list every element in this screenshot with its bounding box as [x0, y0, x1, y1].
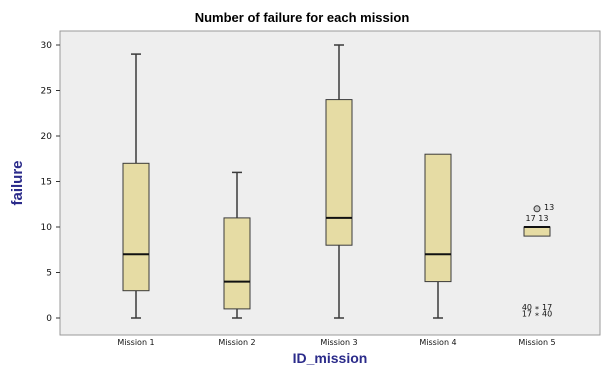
- iqr-box: [122, 162, 150, 292]
- y-tick-label-0: 0: [46, 314, 52, 324]
- outlier-label: 13: [544, 203, 554, 212]
- box-3: Mission 3: [320, 44, 358, 347]
- box-4: Mission 4: [419, 153, 457, 347]
- x-tick-label: Mission 4: [419, 338, 456, 347]
- x-tick-label: Mission 3: [320, 338, 357, 347]
- x-tick-label: Mission 2: [218, 338, 255, 347]
- y-tick-label-15: 15: [41, 178, 52, 188]
- x-tick-label: Mission 1: [117, 338, 154, 347]
- outlier-star: *: [535, 311, 539, 320]
- outlier-label: 17: [522, 309, 532, 318]
- y-axis: 0 5 10 15 20 25 30: [41, 41, 60, 324]
- chart-title: Number of failure for each mission: [195, 10, 410, 25]
- iqr-box: [325, 99, 353, 246]
- box-1: Mission 1: [117, 53, 155, 347]
- iqr-box: [424, 153, 452, 283]
- y-tick-label-25: 25: [41, 87, 52, 97]
- y-tick-label-20: 20: [41, 132, 53, 142]
- iqr-box: [523, 226, 551, 237]
- outlier-label: 17: [542, 303, 552, 312]
- outlier-annotation: 17 13: [526, 214, 549, 223]
- outlier-circle: [533, 205, 541, 213]
- iqr-box: [223, 217, 251, 310]
- y-axis-title: failure: [9, 160, 26, 205]
- x-tick-label: Mission 5: [518, 338, 555, 347]
- y-tick-label-5: 5: [46, 269, 52, 279]
- outlier-label: 40: [522, 303, 532, 312]
- outlier-star: *: [535, 305, 539, 314]
- x-axis-title: ID_mission: [293, 350, 368, 366]
- y-tick-label-10: 10: [41, 223, 53, 233]
- y-tick-label-30: 30: [41, 41, 53, 51]
- outlier-label: 40: [542, 309, 552, 318]
- box-2: Mission 2: [218, 171, 256, 347]
- boxes-layer: Mission 1 Mission 2 Mission 3 Mission 4 13 *4…: [117, 44, 556, 347]
